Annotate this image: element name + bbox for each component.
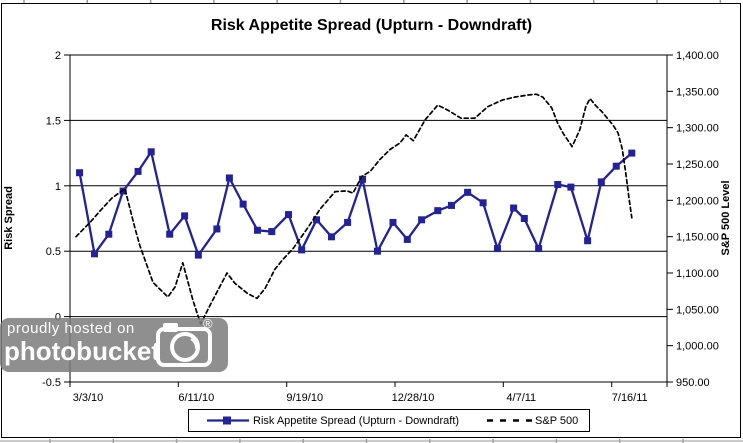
risk-spread-marker [90, 250, 98, 258]
right-axis-tick-label: 1,350.00 [676, 86, 719, 98]
legend-risk-spread-marker [223, 416, 231, 425]
risk-spread-marker [373, 247, 381, 255]
risk-spread-marker [105, 230, 113, 238]
x-axis-tick-label: 12/28/10 [392, 392, 435, 404]
risk-spread-marker [434, 207, 442, 215]
risk-spread-line [78, 150, 633, 257]
registered-mark-icon: ® [203, 316, 213, 331]
legend-risk-spread-label: Risk Appetite Spread (Upturn - Downdraft… [253, 414, 460, 427]
x-axis-tick-label: 7/16/11 [612, 392, 648, 404]
sp500-line [75, 93, 633, 325]
risk-spread-marker [76, 169, 84, 177]
camera-icon [156, 323, 212, 367]
right-axis-tick-label: 1,400.00 [676, 50, 719, 62]
risk-spread-marker [134, 167, 142, 175]
risk-spread-marker [253, 226, 261, 234]
right-axis-tick-label: 1,300.00 [676, 123, 719, 135]
left-axis-tick-label: 0 [55, 312, 61, 324]
risk-spread-marker [597, 178, 605, 186]
right-axis-tick-label: 1,250.00 [676, 159, 719, 171]
left-axis-tick-label: -0.5 [42, 377, 61, 389]
left-axis-tick-label: 0.5 [46, 246, 61, 258]
watermark-brand: photobucket [4, 336, 160, 366]
legend-box: Risk Appetite Spread (Upturn - Downdraft… [188, 409, 590, 432]
risk-spread-marker [119, 187, 127, 195]
risk-spread-marker [567, 183, 575, 191]
risk-spread-marker [344, 218, 352, 226]
chart-title: Risk Appetite Spread (Upturn - Downdraft… [210, 17, 533, 34]
risk-spread-marker [147, 148, 155, 156]
risk-spread-marker [213, 225, 221, 233]
risk-spread-marker [403, 235, 411, 243]
photobucket-watermark: proudly hosted on photobucket ® [0, 316, 228, 372]
right-axis-tick-label: 1,100.00 [676, 268, 719, 280]
risk-spread-marker [268, 228, 276, 236]
right-axis-tick-label: 1,050.00 [676, 304, 719, 316]
right-axis-title: S&P 500 Level [720, 180, 732, 256]
risk-spread-marker [612, 162, 620, 170]
risk-spread-marker [479, 199, 487, 207]
risk-spread-marker [327, 233, 335, 241]
risk-spread-marker [447, 201, 455, 209]
risk-spread-marker [493, 245, 501, 253]
watermark-text: proudly hosted on photobucket [4, 320, 160, 366]
right-axis-tick-label: 1,150.00 [676, 232, 719, 244]
risk-spread-marker [225, 174, 233, 182]
right-axis-tick-label: 1,200.00 [676, 195, 719, 207]
left-axis-tick-label: 1 [55, 181, 61, 193]
risk-spread-marker [554, 180, 562, 188]
risk-spread-marker [464, 188, 472, 196]
x-axis-tick-label: 9/19/10 [286, 392, 323, 404]
left-axis-tick-label: 2 [55, 50, 61, 62]
risk-spread-marker [194, 251, 202, 259]
risk-spread-marker [535, 245, 543, 253]
risk-spread-marker [510, 204, 518, 212]
x-axis-tick-label: 4/7/11 [506, 392, 536, 404]
risk-spread-marker [628, 149, 636, 157]
right-axis-tick-label: 1,000.00 [676, 341, 719, 353]
watermark-tagline: proudly hosted on [7, 320, 135, 337]
risk-spread-marker [166, 230, 174, 238]
left-axis-tick-label: 1.5 [46, 115, 61, 127]
risk-spread-marker [313, 216, 321, 224]
right-axis-tick-label: 950.00 [676, 377, 710, 389]
risk-spread-marker [298, 246, 306, 254]
left-axis-title: Risk Spread [3, 186, 15, 250]
x-axis-tick-label: 3/3/10 [73, 392, 104, 404]
risk-spread-marker [285, 211, 293, 219]
x-axis-tick-label: 6/11/10 [178, 392, 214, 404]
legend-sp500-sample [487, 419, 534, 422]
legend-sp500-label: S&P 500 [535, 414, 579, 427]
risk-spread-marker [181, 212, 189, 220]
risk-spread-marker [584, 237, 592, 245]
risk-spread-marker [418, 216, 426, 224]
risk-spread-marker [359, 175, 367, 183]
legend-risk-spread-sample [207, 416, 249, 425]
risk-spread-marker [239, 200, 247, 208]
risk-spread-marker [389, 218, 397, 226]
risk-spread-marker [520, 215, 528, 222]
